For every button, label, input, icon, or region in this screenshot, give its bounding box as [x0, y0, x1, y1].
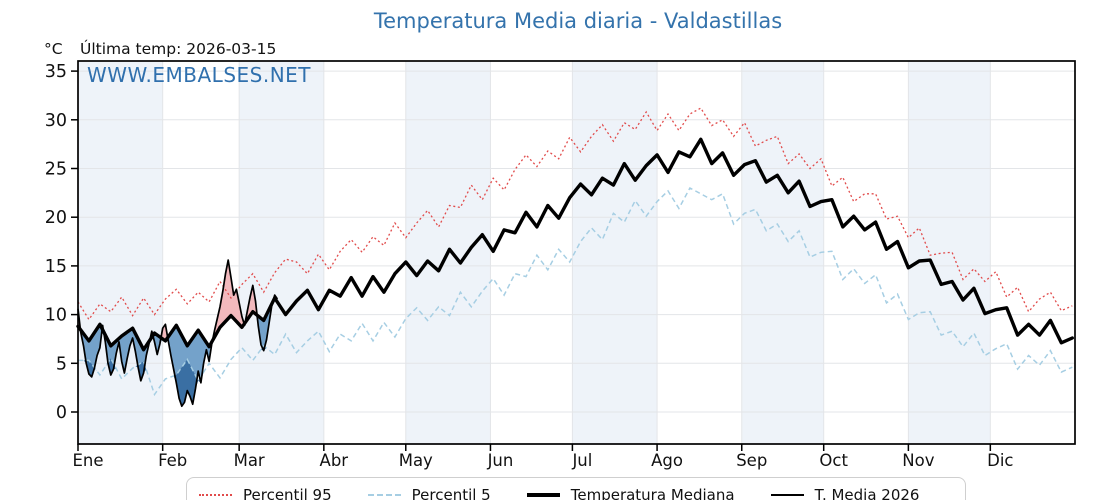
legend-sample-thick-black-icon — [526, 493, 560, 497]
x-tick-label-Ago: Ago — [651, 451, 683, 470]
percentil-5-line — [78, 186, 1073, 397]
x-tick-label-Jul: Jul — [571, 451, 592, 470]
legend-label: T. Media 2026 — [814, 486, 920, 500]
y-tick-label: 5 — [56, 354, 67, 374]
axis-spine — [77, 60, 1076, 445]
month-band-Sep — [741, 61, 824, 444]
legend-item-thick-black: Temperatura Mediana — [526, 486, 735, 500]
x-tick-label-Feb: Feb — [158, 451, 187, 470]
month-band-Mar — [239, 61, 324, 444]
y-tick-label: 10 — [45, 306, 67, 326]
legend-item-thin-black: T. Media 2026 — [770, 486, 920, 500]
fill-below-median — [78, 298, 278, 407]
x-tick-label-Abr: Abr — [320, 451, 349, 470]
legend-item-dashed-blue: Percentil 5 — [367, 486, 491, 500]
month-band-Jul — [572, 61, 658, 444]
y-tick-label: 0 — [56, 403, 67, 423]
y-tick-label: 35 — [45, 62, 67, 82]
legend-label: Temperatura Mediana — [570, 486, 735, 500]
y-tick-label: 30 — [45, 111, 67, 131]
x-tick-label-Sep: Sep — [736, 451, 767, 470]
y-tick-label: 20 — [45, 208, 67, 228]
x-tick-label-Oct: Oct — [819, 451, 848, 470]
month-band-Ene — [78, 61, 163, 444]
x-tick-label-May: May — [399, 451, 433, 470]
y-tick-label: 15 — [45, 257, 67, 277]
y-tick-label: 25 — [45, 160, 67, 180]
legend-sample-dotted-red-icon — [199, 494, 232, 496]
temperatura-mediana-line — [76, 137, 1074, 352]
x-tick-label-Mar: Mar — [234, 451, 265, 470]
x-tick-label-Nov: Nov — [902, 451, 934, 470]
y-axis-unit-label: °C — [44, 40, 63, 58]
chart-legend: Percentil 95 Percentil 5 Temperatura Media… — [186, 477, 966, 500]
fill-below-p5 — [78, 345, 278, 407]
fill-above-median — [78, 260, 278, 350]
legend-label: Percentil 95 — [243, 486, 332, 500]
legend-item-dotted-red: Percentil 95 — [199, 486, 332, 500]
x-tick-label-Dic: Dic — [987, 451, 1013, 470]
x-tick-label-Ene: Ene — [72, 451, 103, 470]
watermark-text: WWW.EMBALSES.NET — [87, 63, 312, 87]
last-temp-label: Última temp: 2026-03-15 — [80, 40, 277, 58]
legend-sample-thin-black-icon — [770, 494, 804, 496]
legend-label: Percentil 5 — [411, 486, 491, 500]
legend-sample-dashed-blue-icon — [367, 494, 401, 496]
x-tick-label-Jun: Jun — [487, 451, 514, 470]
chart-title: Temperatura Media diaria - Valdastillas — [373, 9, 783, 33]
percentil-95-line — [77, 107, 1073, 321]
